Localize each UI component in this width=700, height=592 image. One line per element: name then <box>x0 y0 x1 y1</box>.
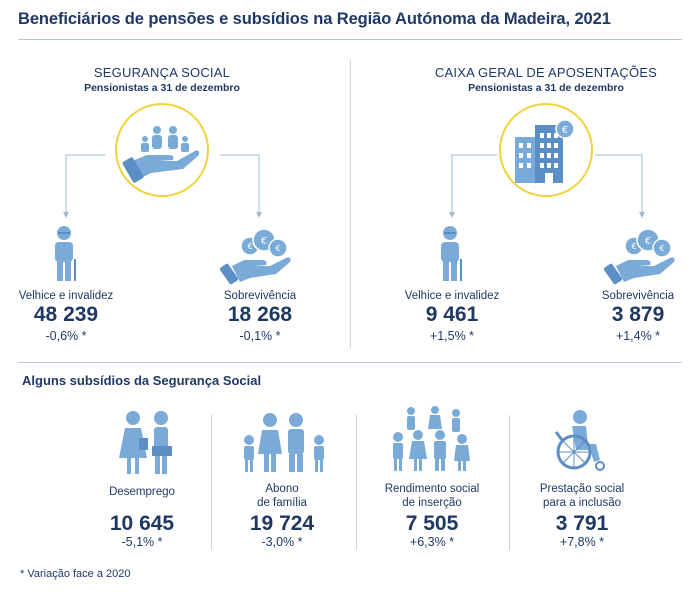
left-item-2-label: Sobrevivência <box>223 290 297 302</box>
subsidy-4-label-line2: para a inclusão <box>543 497 621 509</box>
subsidy-4-label-line1: Prestação social <box>539 483 625 495</box>
subsidy-4-change: +7,8% * <box>559 535 605 549</box>
subsidy-1-label-line2: Desemprego <box>109 486 175 498</box>
page-title: Beneficiários de pensões e subsídios na … <box>18 10 611 28</box>
left-item-1-label: Velhice e invalidez <box>18 290 114 302</box>
svg-text:€: € <box>562 125 568 136</box>
section-divider <box>18 362 682 363</box>
left-item-2-value: 18 268 <box>227 303 293 326</box>
right-item-2-change: +1,4% * <box>615 329 661 343</box>
coins-hand-icon: € € € <box>603 228 675 285</box>
coins-hand-icon: € € € <box>219 228 291 285</box>
subsidy-3-change: +6,3% * <box>409 535 455 549</box>
svg-text:€: € <box>261 236 267 247</box>
svg-text:€: € <box>645 236 651 247</box>
subsidies-heading: Alguns subsídios da Segurança Social <box>22 373 262 388</box>
right-item-1-change: +1,5% * <box>429 329 475 343</box>
family-icon <box>244 413 324 472</box>
subsidy-divider <box>356 415 357 550</box>
community-icon <box>393 406 470 471</box>
subsidy-3-label-line1: Rendimento social <box>384 483 480 495</box>
left-item-1-change: -0,6% * <box>45 329 87 343</box>
right-item-1-value: 9 461 <box>425 303 479 326</box>
svg-text:€: € <box>659 244 664 253</box>
column-divider <box>350 60 351 348</box>
subsidy-2-change: -3,0% * <box>261 535 303 549</box>
subsidy-1-value: 10 645 <box>109 512 175 535</box>
left-item-2-change: -0,1% * <box>239 329 281 343</box>
left-subheading: Pensionistas a 31 de dezembro <box>84 82 240 94</box>
subsidy-2-label-line1: Abono <box>265 483 299 495</box>
right-item-2-value: 3 879 <box>611 303 665 326</box>
subsidy-4-value: 3 791 <box>555 512 609 535</box>
svg-text:€: € <box>275 244 280 253</box>
subsidy-2-value: 19 724 <box>249 512 315 535</box>
left-item-1-value: 48 239 <box>33 303 99 326</box>
title-divider <box>18 39 682 40</box>
right-subheading: Pensionistas a 31 de dezembro <box>468 82 624 94</box>
subsidy-divider <box>211 415 212 550</box>
elderly-person-icon <box>55 226 76 281</box>
subsidy-3-value: 7 505 <box>405 512 459 535</box>
subsidy-3-label-line2: de inserção <box>402 497 462 509</box>
right-heading: CAIXA GERAL DE APOSENTAÇÕES <box>434 65 658 80</box>
building-icon: € <box>499 103 593 197</box>
wheelchair-icon <box>554 410 605 471</box>
subsidy-divider <box>509 415 510 550</box>
unemployment-icon <box>119 411 172 474</box>
subsidy-1-change: -5,1% * <box>121 535 163 549</box>
subsidy-2-label-line2: de família <box>257 497 307 509</box>
svg-text:€: € <box>631 242 636 251</box>
hand-family-icon <box>115 103 209 197</box>
elderly-person-icon <box>441 226 462 281</box>
right-item-2-label: Sobrevivência <box>601 290 675 302</box>
right-item-1-label: Velhice e invalidez <box>404 290 500 302</box>
left-heading: SEGURANÇA SOCIAL <box>93 65 231 80</box>
footnote: * Variação face a 2020 <box>20 568 131 580</box>
svg-text:€: € <box>247 242 252 251</box>
